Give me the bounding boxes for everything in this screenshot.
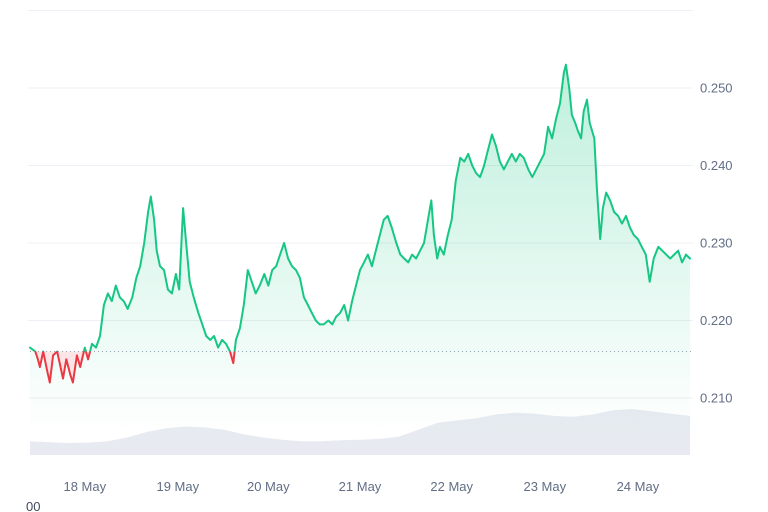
- y-tick-label: 0.210: [700, 391, 733, 406]
- price-line-up: [29, 63, 691, 352]
- price-area-fill: [30, 64, 690, 470]
- x-tick-label: 20 May: [247, 479, 290, 494]
- x-tick-label: 23 May: [523, 479, 566, 494]
- y-tick-label: 0.230: [700, 236, 733, 251]
- clipped-axis-label: 00: [26, 499, 41, 512]
- y-tick-label: 0.220: [700, 313, 733, 328]
- y-tick-label: 0.250: [700, 81, 733, 96]
- x-tick-label: 19 May: [156, 479, 199, 494]
- x-tick-label: 22 May: [430, 479, 473, 494]
- x-tick-label: 21 May: [339, 479, 382, 494]
- y-tick-label: 0.240: [700, 158, 733, 173]
- x-tick-label: 18 May: [63, 479, 106, 494]
- x-tick-label: 24 May: [617, 479, 660, 494]
